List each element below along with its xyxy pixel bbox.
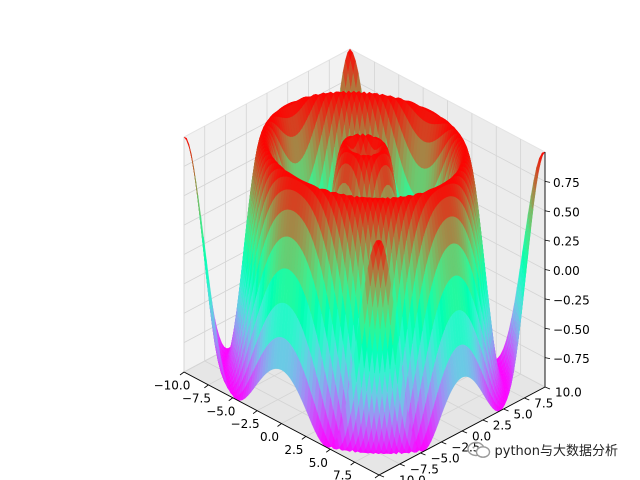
y-tick-mark bbox=[524, 397, 530, 401]
y-tick-mark bbox=[399, 463, 405, 467]
x-tick-mark bbox=[374, 474, 380, 479]
y-tick-mark bbox=[503, 408, 509, 412]
x-tick-mark bbox=[228, 397, 233, 402]
surface-facet bbox=[375, 239, 382, 247]
x-tick-mark bbox=[204, 384, 209, 389]
y-tick-mark bbox=[378, 474, 385, 478]
y-tick-mark bbox=[420, 452, 426, 456]
y-tick-mark bbox=[441, 441, 447, 445]
y-tick-label: 10.0 bbox=[555, 386, 582, 400]
x-tick-label: −2.5 bbox=[231, 417, 260, 431]
x-tick-label: 5.0 bbox=[309, 456, 328, 470]
y-tick-label: −10.0 bbox=[389, 474, 426, 480]
x-tick-label: −5.0 bbox=[206, 404, 235, 418]
x-tick-label: −7.5 bbox=[182, 391, 211, 405]
y-tick-label: 5.0 bbox=[514, 408, 533, 422]
y-tick-label: −2.5 bbox=[451, 441, 480, 455]
x-tick-mark bbox=[350, 461, 355, 466]
surface-mesh bbox=[183, 48, 546, 455]
y-tick-label: 7.5 bbox=[534, 397, 553, 411]
y-tick-mark bbox=[544, 386, 551, 390]
y-tick-mark bbox=[461, 430, 468, 434]
x-tick-mark bbox=[301, 436, 307, 440]
x-tick-mark bbox=[252, 410, 258, 414]
tick-labels: −10.0−7.5−5.0−2.50.02.55.07.510.0−10.0−7… bbox=[154, 176, 590, 480]
x-tick-label: 7.5 bbox=[333, 469, 352, 480]
y-tick-label: 2.5 bbox=[493, 419, 512, 433]
z-tick-label: −0.75 bbox=[553, 352, 590, 366]
x-tick-mark bbox=[326, 448, 331, 453]
y-tick-label: −7.5 bbox=[410, 463, 439, 477]
y-tick-label: −5.0 bbox=[431, 452, 460, 466]
y-tick-mark bbox=[482, 419, 488, 423]
x-tick-label: 0.0 bbox=[260, 430, 279, 444]
x-tick-mark bbox=[277, 423, 282, 427]
x-tick-mark bbox=[179, 371, 185, 376]
z-tick-mark bbox=[544, 357, 551, 360]
x-tick-label: 2.5 bbox=[284, 443, 303, 457]
x-tick-label: −10.0 bbox=[154, 379, 191, 393]
y-tick-label: 0.0 bbox=[472, 430, 491, 444]
